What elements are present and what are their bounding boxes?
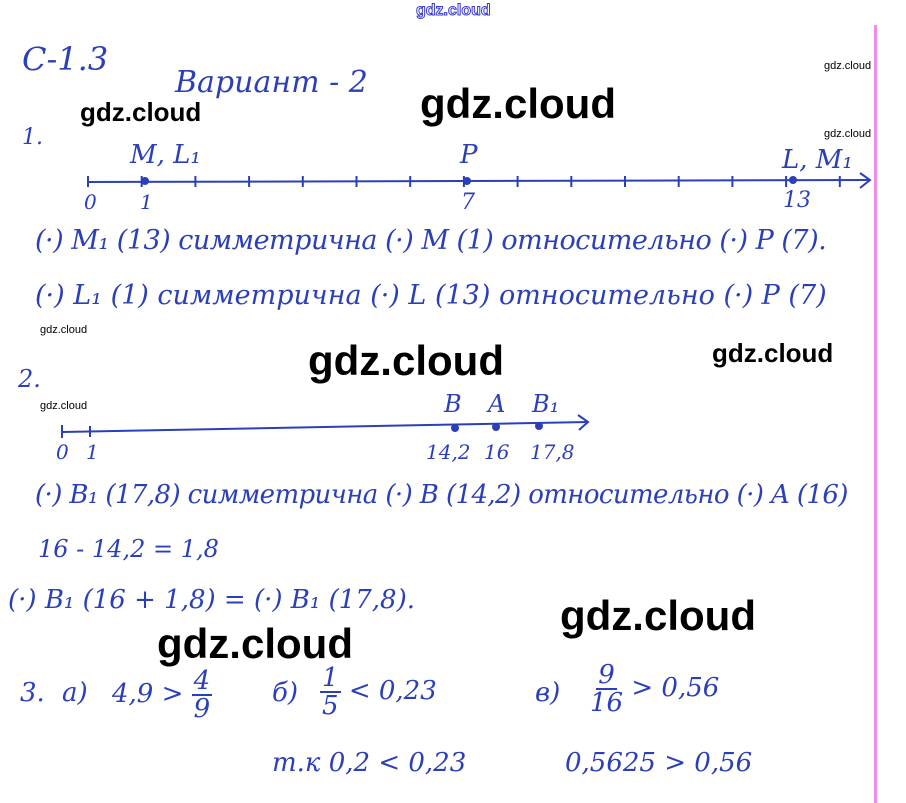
- number-line-2: [61, 414, 590, 438]
- watermark: gdz.cloud: [40, 324, 88, 336]
- task3c-right: > 0,56: [631, 673, 720, 703]
- watermark: gdz.cloud: [308, 337, 504, 384]
- tick-label-13: 13: [783, 188, 811, 213]
- tick-label-0: 0: [56, 440, 69, 464]
- task1-statement-2: (·) L₁ (1) симметрична (·) L (13) относи…: [35, 280, 827, 311]
- tick-label-14-2: 14,2: [426, 440, 471, 464]
- watermark: gdz.cloud: [420, 80, 616, 127]
- label-l-m1: L, M₁: [782, 145, 853, 175]
- point-l-m1: [789, 176, 797, 184]
- watermark: gdz.cloud: [40, 400, 88, 412]
- denominator: 5: [322, 691, 339, 721]
- task3a-left: 4,9 >: [112, 679, 184, 709]
- watermark: gdz.cloud: [824, 128, 872, 140]
- point-p: [463, 177, 471, 185]
- watermark: gdz.cloud: [824, 60, 872, 72]
- watermark-top: gdz.cloud: [416, 2, 492, 20]
- watermark: gdz.cloud: [157, 620, 353, 667]
- tick-label-7: 7: [461, 190, 475, 215]
- denominator: 16: [590, 688, 624, 718]
- tick-label-0: 0: [84, 190, 97, 214]
- label-m-l1: M, L₁: [130, 140, 201, 170]
- label-a: A: [488, 390, 506, 418]
- point-b: [451, 424, 459, 432]
- tick-label-16: 16: [484, 440, 510, 464]
- point-m-l1: [141, 177, 149, 185]
- task3a-label: а): [62, 678, 88, 708]
- task3b-label: б): [272, 678, 299, 708]
- task2-result: (·) B₁ (16 + 1,8) = (·) B₁ (17,8).: [8, 585, 416, 615]
- task2-statement: (·) B₁ (17,8) симметрична (·) B (14,2) о…: [35, 480, 848, 510]
- notebook-margin-line: [874, 25, 877, 803]
- point-a: [492, 423, 500, 431]
- tick-label-1: 1: [86, 440, 99, 464]
- task3b-right: < 0,23: [348, 676, 437, 706]
- task3b-reason: т.к 0,2 < 0,23: [272, 748, 467, 778]
- denominator: 9: [193, 694, 211, 724]
- variant-title: Вариант - 2: [175, 65, 368, 100]
- task3-number: 3.: [20, 678, 45, 708]
- label-b: B: [444, 390, 462, 418]
- task1-statement-1: (·) M₁ (13) симметрична (·) M (1) относи…: [35, 225, 827, 256]
- label-b1: B₁: [532, 390, 560, 418]
- watermark: gdz.cloud: [560, 592, 756, 639]
- task1-number: 1.: [22, 125, 43, 150]
- tick-label-1: 1: [140, 190, 153, 214]
- numerator: 9: [596, 660, 617, 690]
- fraction-9-16: 9 16: [590, 662, 623, 716]
- numerator: 4: [191, 666, 213, 696]
- label-p: P: [460, 140, 478, 170]
- task3c-expression: 9 16 > 0,56: [590, 662, 719, 716]
- task2-number: 2.: [18, 365, 41, 393]
- point-b1: [535, 422, 543, 430]
- section-number: С-1.3: [22, 40, 109, 78]
- watermark: gdz.cloud: [80, 97, 202, 127]
- number-line-1: [87, 172, 872, 189]
- numerator: 1: [320, 663, 341, 693]
- watermark: gdz.cloud: [712, 338, 834, 368]
- task3c-label: в): [535, 678, 561, 708]
- task2-calculation: 16 - 14,2 = 1,8: [38, 535, 219, 563]
- tick-label-17-8: 17,8: [530, 440, 575, 464]
- task3c-reason: 0,5625 > 0,56: [565, 748, 753, 778]
